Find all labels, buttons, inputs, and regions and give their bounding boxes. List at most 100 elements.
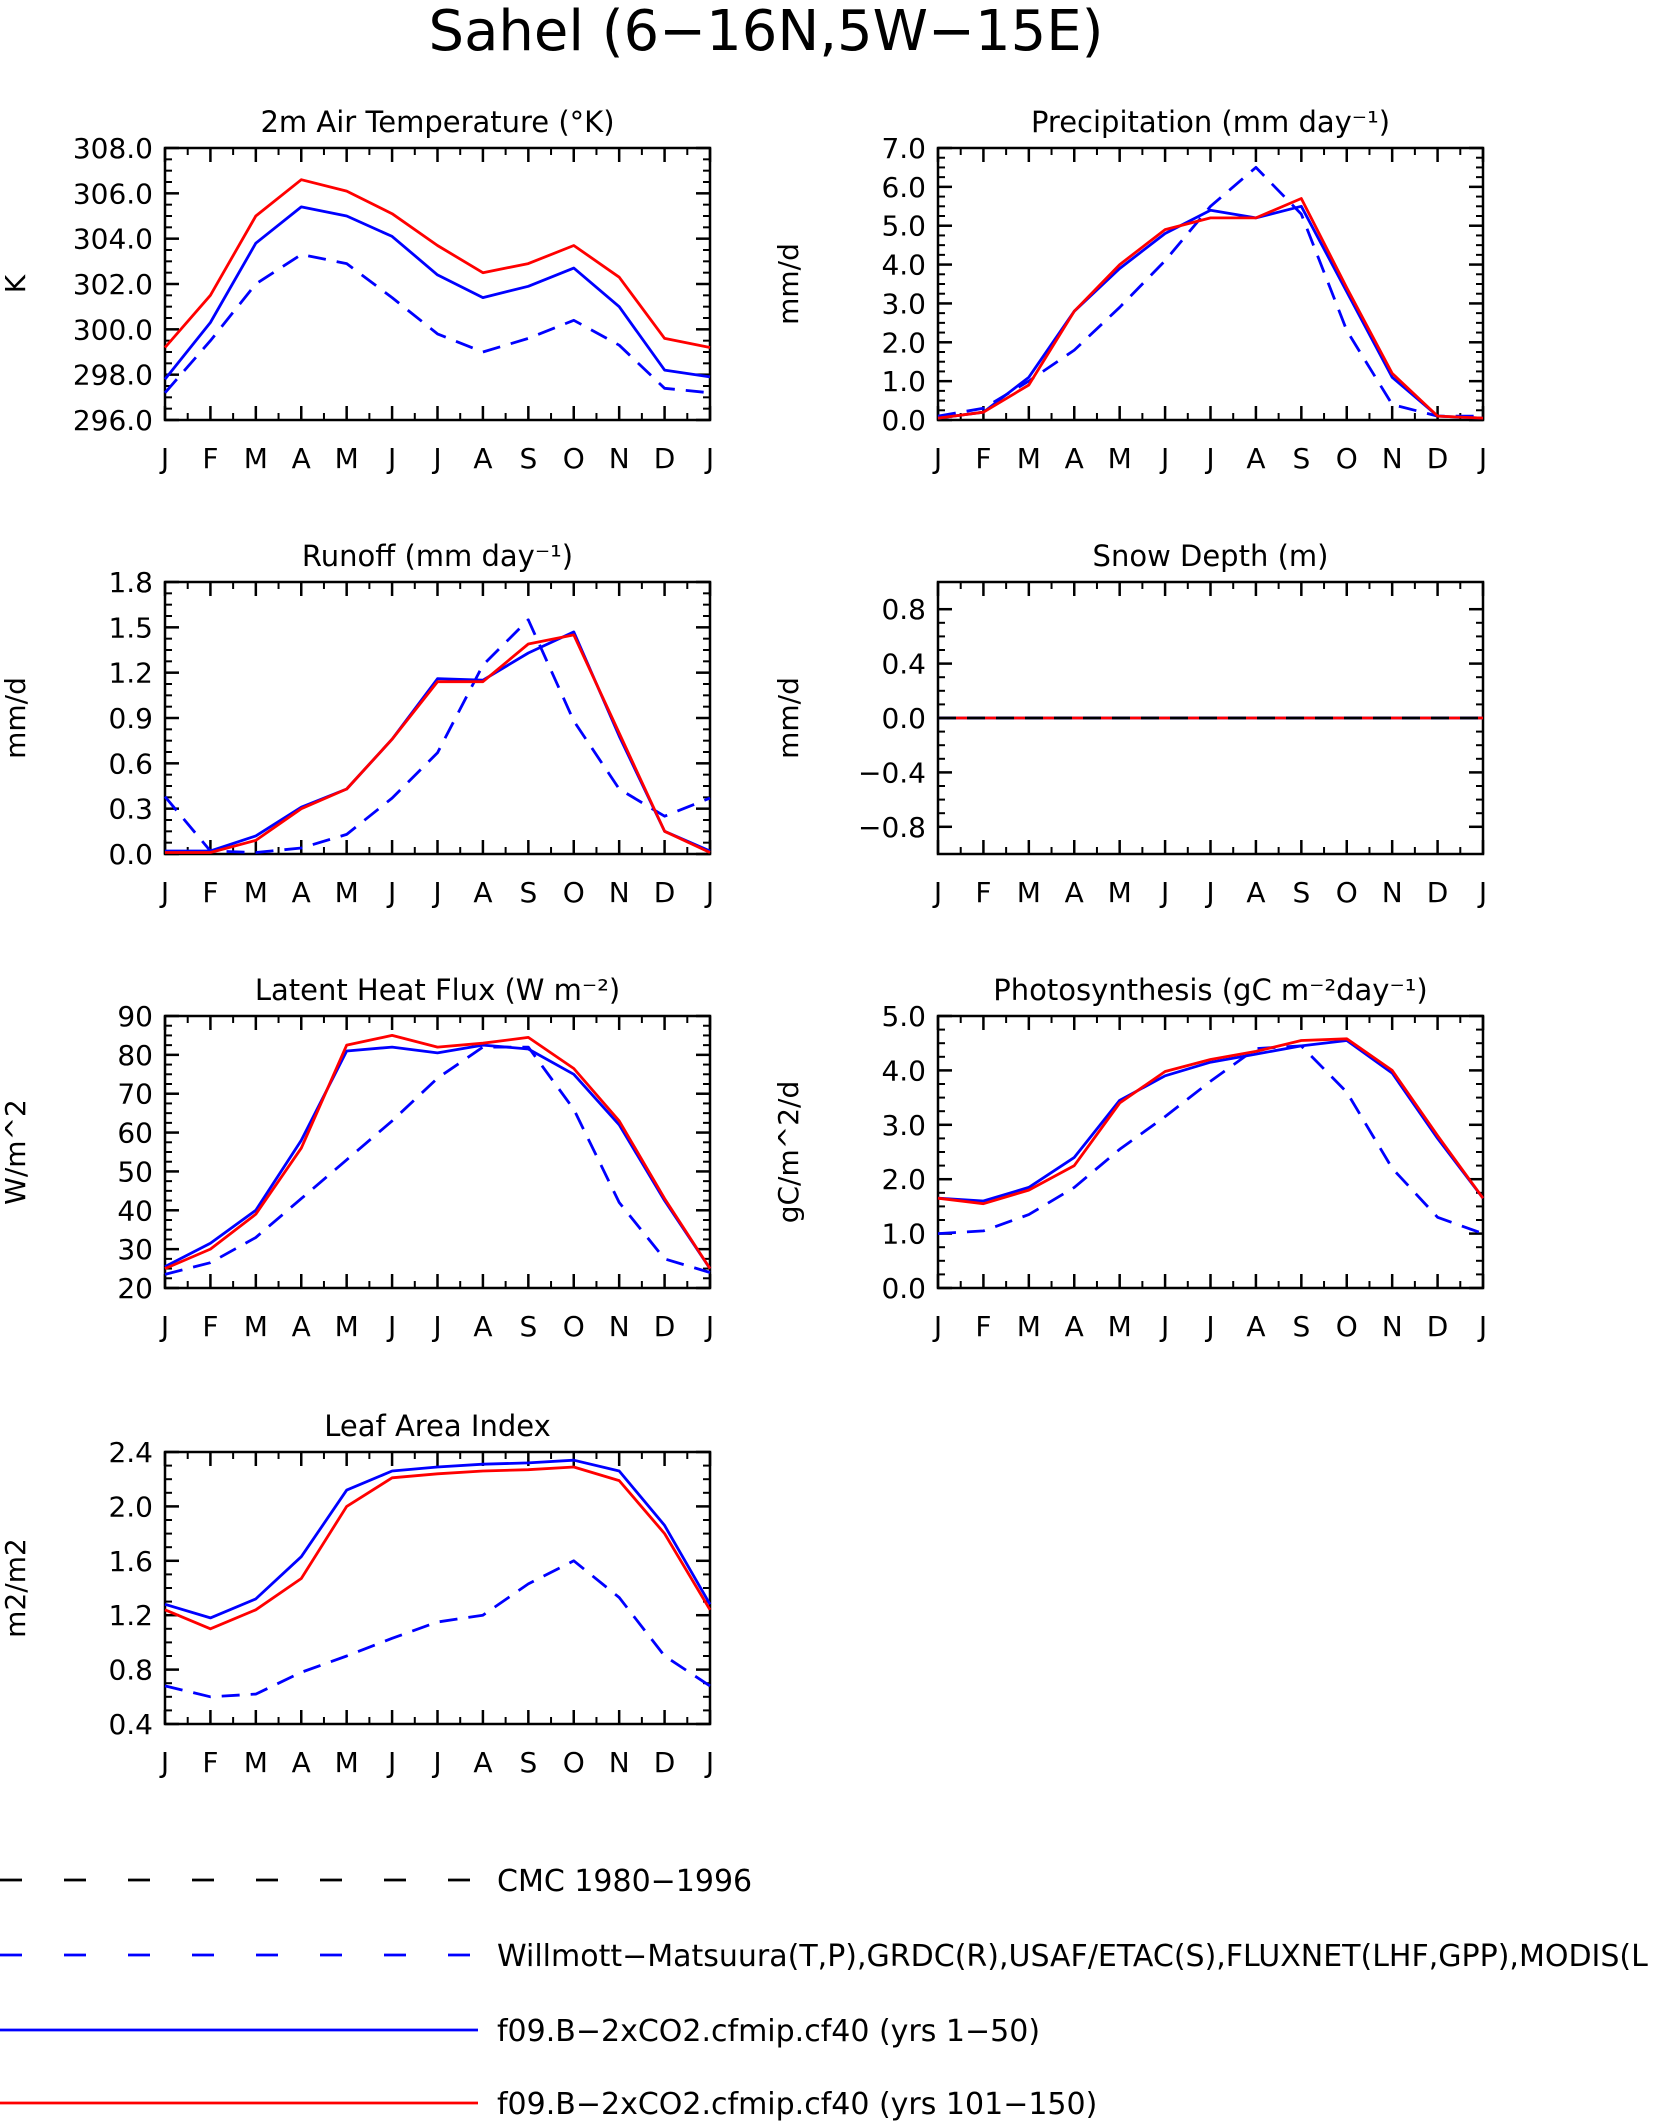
x-tick-label: M <box>244 442 268 475</box>
x-tick-label: M <box>244 1746 268 1779</box>
panel-title: Latent Heat Flux (W m⁻²) <box>255 973 620 1007</box>
y-tick-label: 0.8 <box>108 1654 153 1687</box>
x-tick-label: S <box>519 1310 537 1343</box>
x-tick-label: J <box>1159 876 1169 909</box>
y-tick-label: 302.0 <box>73 268 153 301</box>
x-tick-label: M <box>335 442 359 475</box>
x-tick-label: A <box>473 442 492 475</box>
x-tick-label: A <box>1065 876 1084 909</box>
y-tick-label: 2.0 <box>881 1163 926 1196</box>
x-tick-label: J <box>932 1310 942 1343</box>
panel-title: Photosynthesis (gC m⁻²day⁻¹) <box>993 973 1427 1007</box>
y-tick-label: 0.0 <box>881 404 926 437</box>
plot-frame <box>163 146 712 422</box>
x-tick-label: J <box>1477 876 1487 909</box>
series-line-2 <box>937 1039 1485 1203</box>
x-tick-label: A <box>473 876 492 909</box>
series-line-1 <box>163 618 711 854</box>
x-tick-label: J <box>704 1310 714 1343</box>
x-tick-label: M <box>335 1310 359 1343</box>
x-tick-label: M <box>1017 1310 1041 1343</box>
y-tick-label: −0.4 <box>858 756 926 789</box>
x-tick-label: M <box>244 876 268 909</box>
series-line-1 <box>164 1559 711 1699</box>
x-tick-label: N <box>609 1746 630 1779</box>
y-tick-label: 70 <box>117 1078 153 1111</box>
series-line-2 <box>164 1043 712 1270</box>
y-tick-label: 0.0 <box>881 1272 926 1305</box>
x-tick-label: D <box>1427 442 1449 475</box>
plot-frame <box>163 580 712 856</box>
x-tick-label: J <box>704 442 714 475</box>
series-line-3 <box>937 197 1484 420</box>
x-tick-label: F <box>975 442 991 475</box>
x-tick-label: J <box>159 442 169 475</box>
y-tick-label: 80 <box>117 1039 153 1072</box>
x-tick-label: O <box>1336 1310 1358 1343</box>
x-tick-label: J <box>704 876 714 909</box>
x-tick-label: J <box>1159 1310 1169 1343</box>
x-tick-label: N <box>1382 1310 1403 1343</box>
series-line-3 <box>937 1037 1485 1206</box>
y-tick-label: 304.0 <box>73 223 153 256</box>
series-line-1 <box>937 165 1483 418</box>
x-tick-label: S <box>519 1746 537 1779</box>
y-tick-label: 50 <box>117 1155 153 1188</box>
x-tick-label: N <box>609 876 630 909</box>
y-axis-label: mm/d <box>772 677 805 759</box>
y-tick-label: 308.0 <box>73 132 153 165</box>
chart-panel-3: Runoff (mm day⁻¹) mm/d 0.0 0.3 0.6 0.9 1.2 1.5 1… <box>0 539 714 909</box>
panel-title: 2m Air Temperature (°K) <box>260 105 614 139</box>
x-tick-label: S <box>1292 1310 1310 1343</box>
series-line-1 <box>164 1045 711 1276</box>
y-tick-label: 306.0 <box>73 177 153 210</box>
x-tick-label: D <box>654 442 676 475</box>
x-tick-label: J <box>932 442 942 475</box>
x-tick-label: J <box>431 1746 441 1779</box>
y-tick-label: 1.5 <box>108 611 153 644</box>
x-tick-label: D <box>654 1310 676 1343</box>
y-tick-label: 1.8 <box>108 566 153 599</box>
x-tick-label: M <box>335 876 359 909</box>
series-line-1 <box>163 253 711 395</box>
legend-item-1: CMC 1980−1996 <box>0 1864 752 1899</box>
series-line-2 <box>163 205 711 381</box>
y-tick-label: 1.0 <box>881 1218 926 1251</box>
x-tick-label: A <box>1246 442 1265 475</box>
x-tick-label: D <box>654 876 676 909</box>
x-tick-label: S <box>519 442 537 475</box>
x-tick-label: N <box>1382 442 1403 475</box>
x-tick-label: J <box>1204 1310 1214 1343</box>
y-tick-label: 3.0 <box>881 1109 926 1142</box>
y-tick-label: 0.4 <box>108 1708 153 1741</box>
y-axis-label: W/m^2 <box>0 1099 32 1205</box>
legend-label: f09.B−2xCO2.cfmip.cf40 (yrs 1−50) <box>497 2014 1040 2049</box>
series-line-2 <box>937 204 1484 420</box>
y-axis-label: mm/d <box>0 677 32 759</box>
x-tick-label: M <box>244 1310 268 1343</box>
y-tick-label: 0.9 <box>108 702 153 735</box>
chart-panel-4: Snow Depth (m)mm/d−0.8−0.40.00.40.8J F M A M… <box>772 539 1487 909</box>
x-tick-label: M <box>1108 1310 1132 1343</box>
chart-panel-5: Latent Heat Flux (W m⁻²) W/m^2 20 30 40 50 60 7… <box>0 973 714 1343</box>
x-tick-label: A <box>292 1310 311 1343</box>
y-tick-label: 0.6 <box>108 747 153 780</box>
x-tick-label: M <box>1108 876 1132 909</box>
x-tick-label: D <box>654 1746 676 1779</box>
x-tick-label: J <box>431 1310 441 1343</box>
y-tick-label: 7.0 <box>881 132 926 165</box>
x-tick-label: F <box>975 1310 991 1343</box>
y-tick-label: 4.0 <box>881 1054 926 1087</box>
legend-label: f09.B−2xCO2.cfmip.cf40 (yrs 101−150) <box>497 2087 1097 2122</box>
chart-panel-6: Photosynthesis (gC m⁻²day⁻¹) gC/m^2/d 0.0 1… <box>772 973 1487 1343</box>
plot-frame <box>936 1014 1485 1290</box>
x-tick-label: F <box>202 1310 218 1343</box>
y-tick-label: 1.6 <box>108 1545 153 1578</box>
x-tick-label: N <box>609 442 630 475</box>
panel-title: Snow Depth (m) <box>1093 539 1329 573</box>
legend-item-2: Willmott−Matsuura(T,P),GRDC(R),USAF/ETAC… <box>0 1939 1648 1974</box>
x-tick-label: J <box>932 876 942 909</box>
y-tick-label: 90 <box>117 1000 153 1033</box>
x-tick-label: O <box>1336 442 1358 475</box>
plot-frame <box>163 1014 712 1290</box>
